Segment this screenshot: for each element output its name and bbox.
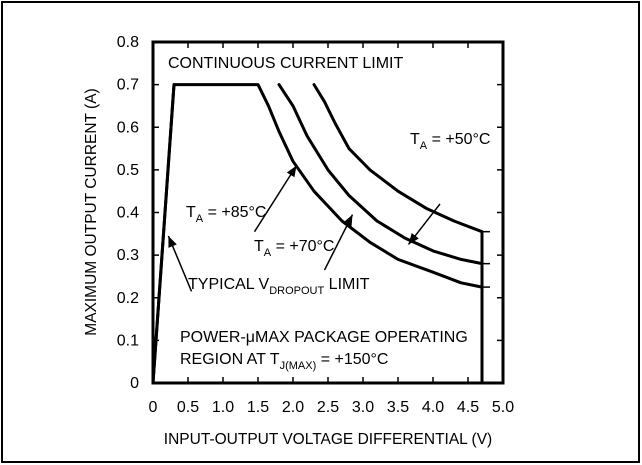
annotation-ta50: TA = +50°C [410, 131, 490, 152]
arrow-ta50-head [408, 233, 419, 245]
arrow-layer [167, 165, 441, 292]
y-tick-label: 0.5 [117, 162, 139, 179]
x-tick-label: 1.0 [212, 399, 234, 416]
y-tick-label: 0.4 [117, 205, 139, 222]
annotation-continuous-limit: CONTINUOUS CURRENT LIMIT [168, 55, 403, 72]
x-tick-label: 2.5 [317, 399, 339, 416]
x-tick-label: 1.5 [247, 399, 269, 416]
x-tick-label: 0.5 [177, 399, 199, 416]
arrow-dropout-head [168, 235, 177, 248]
annotation-region-line1: POWER-μMAX PACKAGE OPERATING [180, 329, 468, 346]
annotation-ta85: TA = +85°C [186, 204, 266, 225]
y-tick-label: 0.1 [117, 332, 139, 349]
arrow-ta85-head [286, 165, 297, 178]
x-tick-label: 3.5 [387, 399, 409, 416]
arrow-ta70-head [343, 214, 353, 227]
annotation-ta70: TA = +70°C [254, 238, 334, 259]
x-tick-label: 0 [149, 399, 158, 416]
x-tick-label: 4.5 [457, 399, 479, 416]
annotation-region-line2: REGION AT TJ(MAX) = +150°C [180, 351, 388, 372]
y-axis-label: MAXIMUM OUTPUT CURRENT (A) [83, 88, 100, 335]
series-line-ta85 [151, 83, 484, 385]
x-axis-label: INPUT-OUTPUT VOLTAGE DIFFERENTIAL (V) [164, 431, 492, 448]
y-tick-label: 0.7 [117, 77, 139, 94]
x-tick-label: 5.0 [492, 399, 514, 416]
region-label-backdrop [166, 325, 464, 375]
series-line-ta70 [277, 83, 484, 266]
y-tick-label: 0.3 [117, 247, 139, 264]
x-tick-label: 4.0 [422, 399, 444, 416]
annotation-dropout-limit: TYPICAL VDROPOUT LIMIT [188, 276, 370, 297]
series-line-ta50 [312, 83, 484, 234]
arrow-ta85 [253, 165, 298, 233]
x-tick-label: 3.0 [352, 399, 374, 416]
y-tick-label: 0.8 [117, 34, 139, 51]
y-tick-label: 0.6 [117, 119, 139, 136]
y-tick-label: 0 [130, 375, 139, 392]
series-layer [151, 83, 490, 385]
y-tick-label: 0.2 [117, 290, 139, 307]
ticks-layer: 0 0.5 1.0 1.5 2.0 2.5 3.0 3.5 4.0 4.5 5.0 0 0.1 0.2 0.… [117, 34, 514, 416]
x-tick-label: 2.0 [282, 399, 304, 416]
